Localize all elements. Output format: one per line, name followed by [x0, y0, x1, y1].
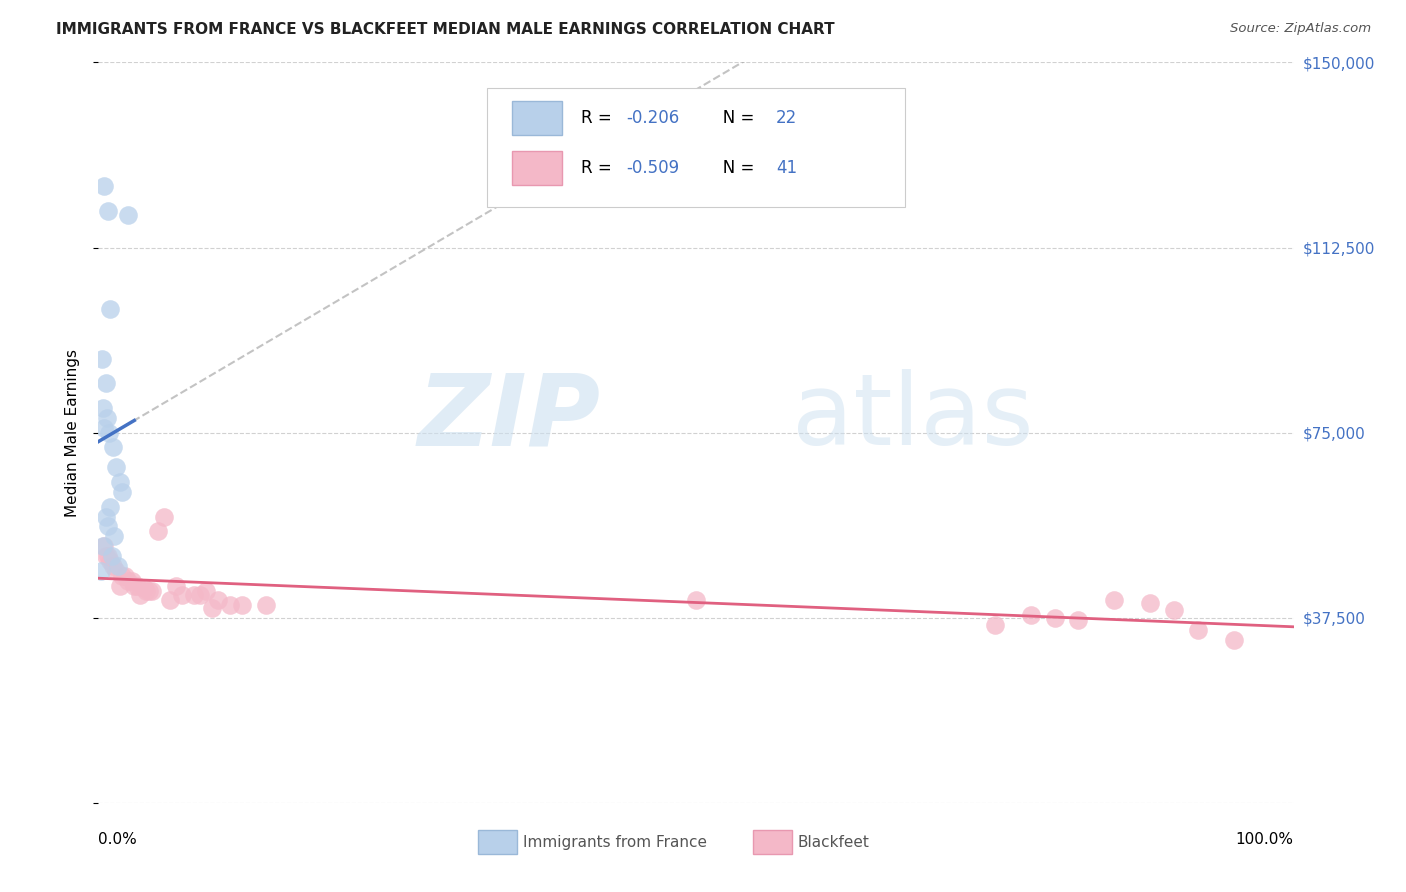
Text: ZIP: ZIP — [418, 369, 600, 467]
Point — [219, 599, 242, 613]
Point — [254, 599, 277, 613]
Point — [129, 589, 152, 603]
Point — [159, 593, 181, 607]
Point — [195, 583, 218, 598]
Point — [94, 509, 117, 524]
Point — [97, 549, 120, 563]
Point — [98, 425, 121, 440]
Point — [96, 410, 118, 425]
Point — [103, 529, 125, 543]
Text: -0.509: -0.509 — [627, 159, 679, 177]
Point — [1187, 623, 1209, 637]
Point — [98, 302, 122, 317]
Point — [94, 376, 117, 391]
Point — [94, 549, 117, 563]
Text: Blackfeet: Blackfeet — [797, 835, 869, 849]
Point — [101, 441, 124, 455]
Point — [1043, 610, 1066, 624]
Text: IMMIGRANTS FROM FRANCE VS BLACKFEET MEDIAN MALE EARNINGS CORRELATION CHART: IMMIGRANTS FROM FRANCE VS BLACKFEET MEDI… — [56, 22, 835, 37]
Point — [108, 475, 131, 489]
Point — [135, 583, 157, 598]
Point — [90, 564, 112, 578]
FancyBboxPatch shape — [512, 151, 562, 185]
Point — [201, 600, 224, 615]
Point — [138, 583, 160, 598]
Point — [97, 203, 120, 218]
Point — [107, 558, 129, 573]
Point — [984, 618, 1007, 632]
Point — [141, 583, 163, 598]
Point — [1139, 596, 1161, 610]
Point — [183, 589, 205, 603]
Point — [97, 519, 120, 533]
Point — [1223, 632, 1246, 647]
Text: N =: N = — [707, 159, 759, 177]
Point — [132, 581, 155, 595]
Text: Source: ZipAtlas.com: Source: ZipAtlas.com — [1230, 22, 1371, 36]
Point — [111, 484, 134, 499]
Point — [1163, 603, 1185, 617]
Point — [172, 589, 194, 603]
Point — [91, 401, 114, 415]
Point — [101, 558, 124, 573]
Text: 0.0%: 0.0% — [98, 832, 138, 847]
FancyBboxPatch shape — [478, 830, 517, 854]
Point — [231, 599, 253, 613]
Point — [91, 351, 114, 366]
Point — [207, 593, 229, 607]
Point — [188, 589, 211, 603]
Point — [114, 568, 136, 582]
Point — [124, 579, 146, 593]
Point — [93, 539, 115, 553]
FancyBboxPatch shape — [512, 101, 562, 135]
Text: atlas: atlas — [792, 369, 1033, 467]
Point — [105, 564, 128, 578]
Text: Immigrants from France: Immigrants from France — [523, 835, 707, 849]
Point — [685, 593, 707, 607]
Point — [93, 420, 115, 434]
Point — [111, 568, 134, 582]
Point — [121, 574, 143, 588]
Text: -0.206: -0.206 — [627, 109, 681, 127]
Point — [1019, 608, 1042, 623]
Text: 22: 22 — [776, 109, 797, 127]
Text: R =: R = — [581, 109, 617, 127]
Point — [105, 460, 128, 475]
Text: 41: 41 — [776, 159, 797, 177]
Text: 100.0%: 100.0% — [1236, 832, 1294, 847]
Point — [125, 579, 148, 593]
Point — [1104, 593, 1126, 607]
Text: R =: R = — [581, 159, 617, 177]
Point — [117, 209, 139, 223]
Y-axis label: Median Male Earnings: Median Male Earnings — [65, 349, 80, 516]
Point — [165, 579, 187, 593]
FancyBboxPatch shape — [486, 88, 905, 207]
Point — [153, 509, 176, 524]
Point — [98, 554, 122, 568]
Point — [91, 539, 114, 553]
Point — [148, 524, 170, 539]
Point — [108, 579, 131, 593]
Point — [93, 178, 115, 193]
FancyBboxPatch shape — [754, 830, 792, 854]
Point — [117, 574, 139, 588]
Point — [100, 549, 122, 563]
Point — [1067, 613, 1090, 627]
Text: N =: N = — [707, 109, 759, 127]
Point — [98, 500, 122, 514]
